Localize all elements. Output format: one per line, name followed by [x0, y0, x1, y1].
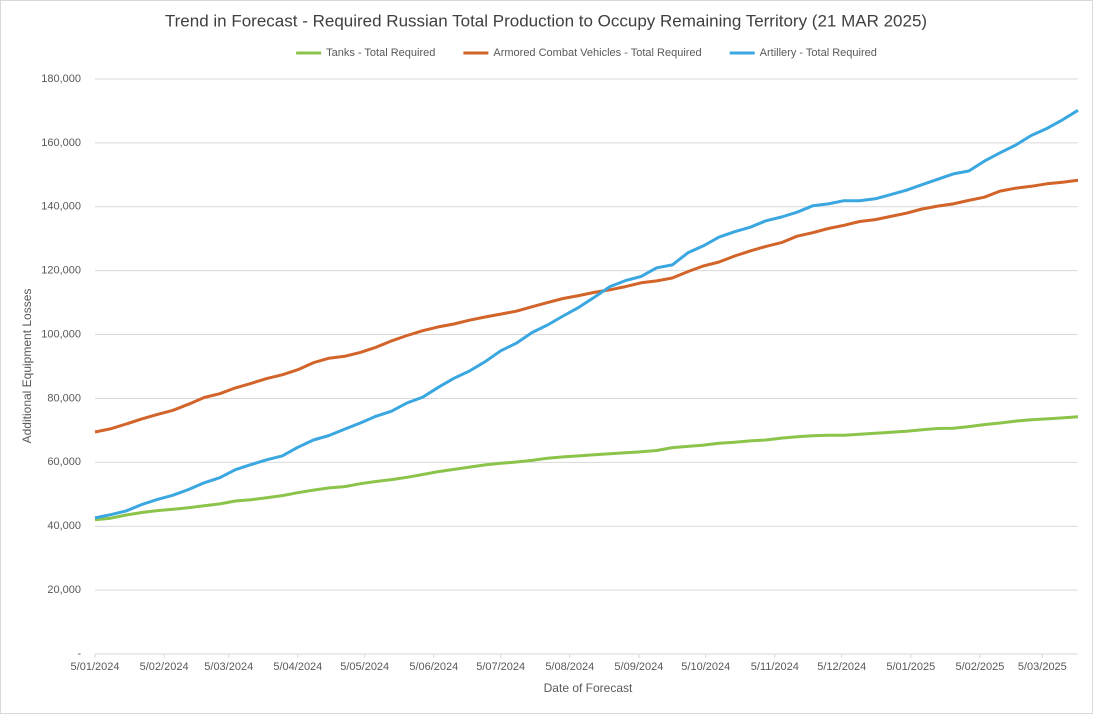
y-tick-label: 40,000	[47, 520, 81, 532]
x-axis-title: Date of Forecast	[544, 681, 633, 695]
y-tick-label: 180,000	[41, 73, 81, 85]
x-tick-label: 5/09/2024	[614, 661, 663, 673]
x-tick-label: 5/07/2024	[476, 661, 525, 673]
x-tick-label: 5/02/2025	[955, 661, 1004, 673]
x-tick-label: 5/01/2025	[886, 661, 935, 673]
y-axis-title: Additional Equipment Losses	[20, 289, 34, 444]
x-tick-label: 5/08/2024	[545, 661, 594, 673]
y-tick-label: 80,000	[47, 392, 81, 404]
series-line	[94, 178, 1079, 434]
x-tick-label: 5/03/2025	[1018, 661, 1067, 673]
chart-title: Trend in Forecast - Required Russian Tot…	[165, 11, 927, 30]
x-tick-label: 5/01/2024	[71, 661, 120, 673]
y-tick-label: 140,000	[41, 201, 81, 213]
series-line	[94, 415, 1079, 522]
y-tick-label: 100,000	[41, 328, 81, 340]
x-tick-label: 5/10/2024	[681, 661, 730, 673]
x-tick-label: 5/03/2024	[204, 661, 253, 673]
legend-label: Artillery - Total Required	[760, 47, 877, 59]
x-tick-label: 5/12/2024	[817, 661, 866, 673]
x-tick-label: 5/04/2024	[273, 661, 322, 673]
legend-label: Tanks - Total Required	[326, 47, 435, 59]
y-tick-label: -	[77, 648, 81, 660]
x-tick-label: 5/11/2024	[751, 661, 799, 673]
series-line	[94, 109, 1079, 520]
y-tick-label: 160,000	[41, 137, 81, 149]
x-tick-label: 5/06/2024	[409, 661, 458, 673]
legend-label: Armored Combat Vehicles - Total Required	[493, 47, 701, 59]
x-tick-label: 5/05/2024	[340, 661, 389, 673]
y-tick-label: 120,000	[41, 265, 81, 277]
y-tick-label: 60,000	[47, 456, 81, 468]
x-tick-label: 5/02/2024	[140, 661, 189, 673]
y-tick-label: 20,000	[47, 584, 81, 596]
